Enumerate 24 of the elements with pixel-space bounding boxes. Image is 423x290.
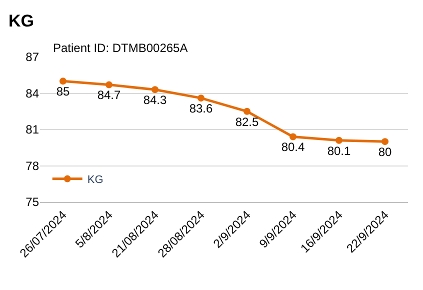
data-label: 83.6 <box>189 101 213 116</box>
legend-label: KG <box>87 174 104 186</box>
y-tick-label: 75 <box>26 195 40 210</box>
y-tick-label: 87 <box>26 50 40 64</box>
point <box>336 136 342 144</box>
point <box>60 78 66 85</box>
point <box>290 133 296 140</box>
point <box>106 81 112 88</box>
data-label: 84.3 <box>143 93 167 108</box>
chart-title: KG <box>8 11 34 30</box>
point <box>244 108 250 115</box>
point <box>382 138 388 146</box>
data-label: 82.5 <box>235 114 259 129</box>
data-label: 80.4 <box>281 140 305 154</box>
data-label: 80 <box>378 144 392 159</box>
y-tick-label: 84 <box>26 86 40 100</box>
data-label: 84.7 <box>97 88 121 102</box>
data-label: 85 <box>56 84 70 99</box>
text: Patient ID: DTMB00265A <box>53 41 188 55</box>
data-label: 80.1 <box>327 144 351 158</box>
point <box>152 86 158 94</box>
y-tick-label: 78 <box>26 158 40 173</box>
point <box>198 94 204 102</box>
y-tick-label: 81 <box>26 122 40 137</box>
